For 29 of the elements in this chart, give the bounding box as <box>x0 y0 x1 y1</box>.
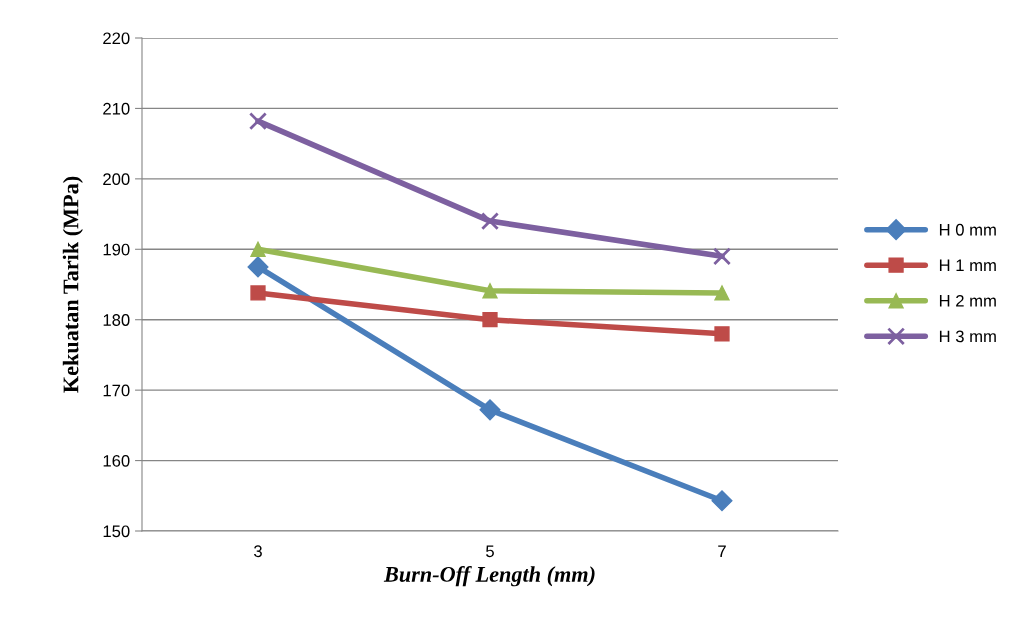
y-tick-label: 200 <box>103 173 130 186</box>
x-tick-label: 3 <box>254 545 262 558</box>
legend-label: H 3 mm <box>939 330 996 343</box>
point <box>714 285 730 301</box>
y-tick-label: 180 <box>103 314 130 326</box>
y-tick-label: 220 <box>103 32 130 45</box>
y-tick-label: 150 <box>103 525 130 538</box>
point <box>480 212 500 231</box>
point <box>479 399 501 421</box>
x-tick-label: 5 <box>486 545 494 558</box>
y-tick-label: 190 <box>103 243 130 256</box>
point <box>250 285 266 301</box>
point <box>711 490 733 512</box>
y-tick-label: 210 <box>103 102 130 115</box>
point <box>482 283 498 299</box>
legend-label: H 0 mm <box>939 223 996 236</box>
point <box>248 112 268 131</box>
point <box>712 247 732 266</box>
point <box>482 312 498 328</box>
legend-label: H 1 mm <box>939 259 996 272</box>
x-axis-title: Burn-Off Length (mm) <box>383 565 595 587</box>
y-axis-title: Kekuatan Tarik (MPa) <box>62 176 83 393</box>
point <box>714 326 730 342</box>
y-tick-label: 170 <box>103 384 130 397</box>
y-tick-label: 160 <box>103 454 130 467</box>
legend-label: H 2 mm <box>939 294 996 307</box>
point <box>247 256 269 278</box>
point <box>250 241 266 257</box>
x-tick-label: 7 <box>718 545 726 557</box>
